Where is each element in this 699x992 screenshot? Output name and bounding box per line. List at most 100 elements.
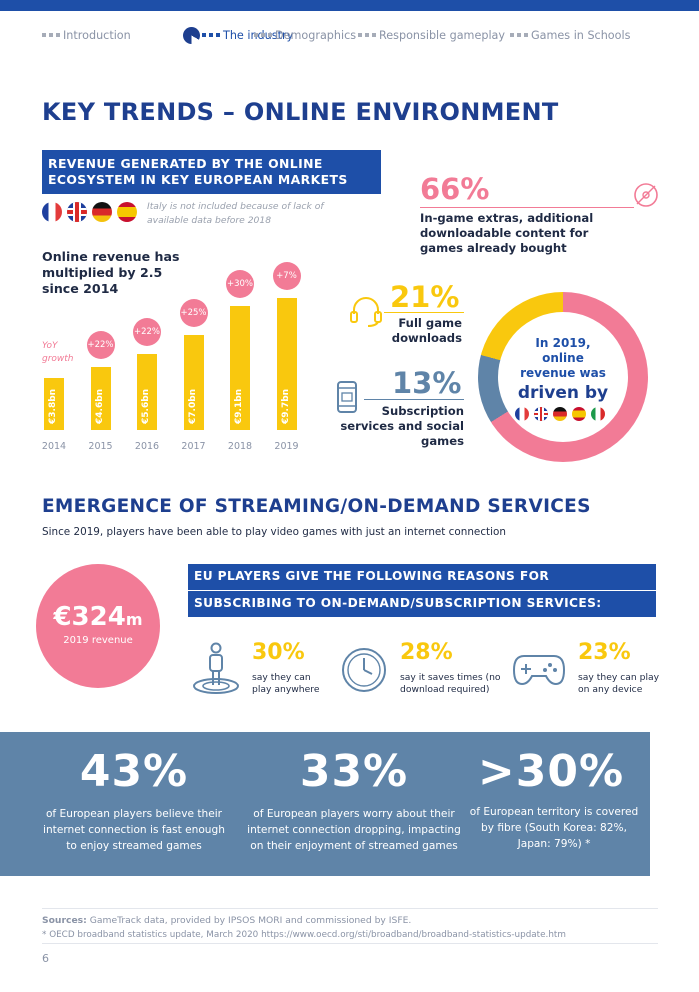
disc-icon bbox=[634, 183, 658, 207]
revenue-value: €324 bbox=[53, 602, 126, 632]
streaming-title: EMERGENCE OF STREAMING/ON-DEMAND SERVICE… bbox=[42, 496, 591, 517]
subscription-description: Subscription services and social games bbox=[334, 404, 464, 449]
reasons-heading-line1: EU PLAYERS GIVE THE FOLLOWING REASONS FO… bbox=[194, 569, 550, 583]
downloads-percentage: 21% bbox=[390, 280, 460, 314]
stat-43-line3: to enjoy streamed games bbox=[66, 840, 202, 852]
stat-33-value: 33% bbox=[299, 746, 409, 797]
revenue-label: 2019 revenue bbox=[63, 635, 133, 646]
clock-icon bbox=[342, 648, 386, 692]
stat-33-line2: internet connection dropping, impacting bbox=[247, 824, 461, 836]
key-trends-title: KEY TRENDS – ONLINE ENVIRONMENT bbox=[42, 98, 559, 126]
stat-43-line2: internet connection is fast enough bbox=[43, 824, 225, 836]
reason-1-text: say they can play anywhere bbox=[252, 672, 319, 696]
spain-flag-icon bbox=[117, 202, 137, 222]
reason-1-percentage: 30% bbox=[252, 640, 305, 665]
reason-3-text: say they can play on any device bbox=[578, 672, 659, 696]
stat-30-value: >30% bbox=[477, 746, 625, 797]
nav-item-introduction[interactable]: Introduction bbox=[42, 28, 131, 44]
donut-line1: In 2019, bbox=[535, 336, 591, 350]
sources-text: GameTrack data, provided by IPSOS MORI a… bbox=[89, 915, 412, 926]
subscription-divider bbox=[364, 399, 464, 400]
extras-divider bbox=[420, 207, 634, 208]
italy-flag-icon bbox=[591, 407, 605, 421]
donut-center: In 2019, online revenue was driven by bbox=[498, 312, 628, 442]
germany-flag-icon bbox=[553, 407, 567, 421]
reasons-heading-line2: SUBSCRIBING TO ON-DEMAND/SUBSCRIPTION SE… bbox=[194, 596, 602, 610]
italy-note-line2: available data before 2018 bbox=[147, 215, 272, 226]
growth-bubble: +7% bbox=[272, 262, 301, 291]
revenue-bar bbox=[44, 378, 64, 430]
spain-flag-icon bbox=[572, 407, 586, 421]
revenue-heading-box: REVENUE GENERATED BY THE ONLINE ECOSYSTE… bbox=[42, 150, 381, 194]
revenue-unit: m bbox=[125, 610, 143, 629]
pacman-icon bbox=[183, 27, 200, 44]
year-tick-label: 2015 bbox=[88, 441, 113, 452]
bar-value-label: €5.6bn bbox=[141, 388, 151, 424]
subs-line2: services and social bbox=[340, 419, 464, 433]
streaming-stats-band: 43% of European players believe their in… bbox=[0, 732, 650, 876]
reason-2-line1: say it saves times (no bbox=[400, 672, 501, 683]
nav-item-the-industry[interactable]: The industry bbox=[202, 28, 293, 44]
revenue-bar bbox=[230, 306, 250, 430]
downloads-line2: downloads bbox=[391, 331, 462, 345]
growth-bubble: +25% bbox=[179, 298, 208, 327]
germany-flag-icon bbox=[92, 202, 112, 222]
stat-33-line1: of European players worry about their bbox=[253, 808, 455, 820]
nav-item-demographics[interactable]: Demographics bbox=[254, 28, 356, 44]
year-tick-label: 2018 bbox=[227, 441, 253, 452]
nav-item-games-in-schools[interactable]: Games in Schools bbox=[510, 28, 630, 44]
year-tick-label: 2014 bbox=[41, 441, 67, 452]
stat-30-line3: Japan: 79%) * bbox=[517, 838, 591, 850]
yoy-growth-label: YoY growth bbox=[42, 340, 74, 366]
nav-item-responsible-gameplay[interactable]: Responsible gameplay bbox=[358, 28, 505, 44]
multiplied-statement: Online revenue has multiplied by 2.5 sin… bbox=[42, 249, 180, 297]
reason-1-line2: play anywhere bbox=[252, 684, 320, 695]
stat-30-text: of European territory is covered by fibr… bbox=[462, 804, 646, 852]
yoy-line1: YoY bbox=[42, 341, 58, 351]
revenue-heading-line2: ECOSYSTEM IN KEY EUROPEAN MARKETS bbox=[48, 172, 348, 187]
footnote[interactable]: * OECD broadband statistics update, Marc… bbox=[42, 930, 566, 940]
multiplied-line3: since 2014 bbox=[42, 281, 119, 296]
subscription-percentage: 13% bbox=[392, 366, 462, 400]
donut-line3: revenue was bbox=[520, 366, 606, 380]
revenue-heading-line1: REVENUE GENERATED BY THE ONLINE bbox=[48, 156, 323, 171]
stat-33-text: of European players worry about their in… bbox=[240, 806, 468, 854]
donut-line2: online bbox=[542, 351, 584, 365]
france-flag-icon bbox=[515, 407, 529, 421]
bar-value-label: €7.0bn bbox=[187, 388, 198, 424]
extras-description: In-game extras, additional downloadable … bbox=[420, 211, 593, 256]
bar-value-label: €4.6bn bbox=[94, 388, 105, 424]
page-number: 6 bbox=[42, 952, 49, 965]
stat-33-line3: on their enjoyment of streamed games bbox=[250, 840, 458, 852]
extras-percentage: 66% bbox=[420, 172, 490, 206]
stat-43-value: 43% bbox=[79, 746, 189, 797]
gamepad-icon bbox=[512, 655, 566, 686]
italy-note: Italy is not included because of lack of… bbox=[147, 200, 324, 228]
reason-2-line2: download required) bbox=[400, 684, 490, 695]
subs-line3: games bbox=[421, 434, 464, 448]
mobile-phone-icon bbox=[337, 381, 357, 413]
footer-top-rule bbox=[42, 908, 658, 909]
growth-bubble: +30% bbox=[226, 270, 254, 299]
footer-bottom-rule bbox=[42, 943, 658, 944]
streaming-subtitle: Since 2019, players have been able to pl… bbox=[42, 526, 506, 538]
france-flag-icon bbox=[42, 202, 62, 222]
sources-label: Sources: bbox=[42, 915, 87, 926]
yoy-line2: growth bbox=[42, 354, 74, 364]
bar-value-label: €3.8bn bbox=[48, 388, 58, 424]
downloads-line1: Full game bbox=[398, 316, 462, 330]
uk-flag-icon bbox=[67, 202, 87, 222]
uk-flag-icon bbox=[534, 407, 548, 421]
reason-3-line1: say they can play bbox=[578, 672, 660, 683]
donut-line4: driven by bbox=[517, 383, 609, 403]
growth-bubble: +22% bbox=[133, 317, 161, 346]
year-tick-label: 2016 bbox=[134, 441, 160, 452]
bar-value-label: €9.7bn bbox=[280, 388, 291, 424]
section-nav: Introduction The industry Demographics R… bbox=[42, 27, 669, 44]
year-tick-label: 2019 bbox=[274, 441, 299, 452]
bar-value-label: €9.1bn bbox=[234, 388, 244, 424]
multiplied-line1: Online revenue has bbox=[42, 249, 180, 264]
revenue-bar bbox=[276, 298, 297, 430]
reason-3-line2: on any device bbox=[578, 684, 643, 695]
stat-43-text: of European players believe their intern… bbox=[30, 806, 238, 854]
